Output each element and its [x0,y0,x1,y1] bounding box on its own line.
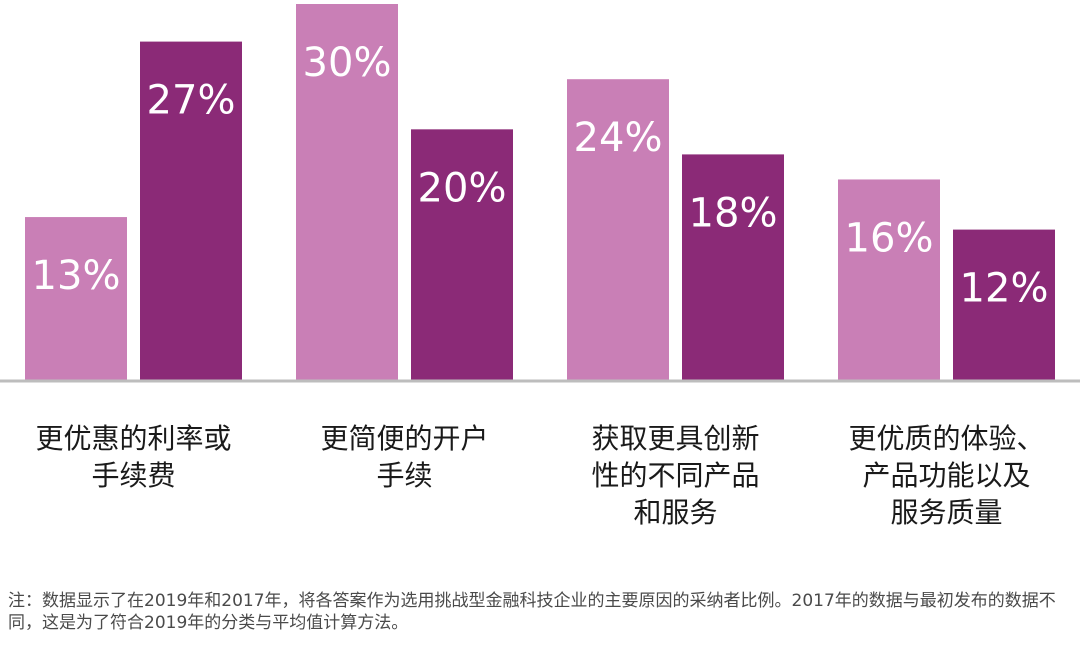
bar-1-4 [838,179,940,380]
bar-1-1 [25,217,127,380]
category-label: 获取更具创新 [591,422,759,455]
category-label: 产品功能以及 [862,459,1030,492]
category-label: 手续费 [91,459,175,492]
bar-value-label: 27% [147,78,236,124]
bar-value-label: 30% [303,40,392,86]
bar-value-label: 12% [960,266,1049,312]
category-label: 更优惠的利率或 [35,422,231,455]
bar-2-1 [140,41,242,380]
footnote: 注：数据显示了在2019年和2017年，将各答案作为选用挑战型金融科技企业的主要… [8,591,1056,633]
bar-1-2 [296,4,398,380]
category-label: 更优质的体验、 [848,422,1044,455]
bar-2-2 [411,129,513,380]
bar-value-label: 18% [689,190,778,236]
bar-2-4 [953,229,1055,380]
bar-value-label: 20% [418,165,507,211]
bar-value-label: 13% [32,253,121,299]
bar-2-3 [682,154,784,380]
category-label: 更简便的开户 [320,422,488,455]
category-label: 性的不同产品 [591,459,759,492]
category-label: 和服务 [633,496,717,529]
bar-value-label: 16% [845,215,934,261]
bar-1-3 [567,79,669,380]
category-label: 服务质量 [890,496,1002,529]
category-label: 手续 [376,459,432,492]
bar-value-label: 24% [574,115,663,161]
